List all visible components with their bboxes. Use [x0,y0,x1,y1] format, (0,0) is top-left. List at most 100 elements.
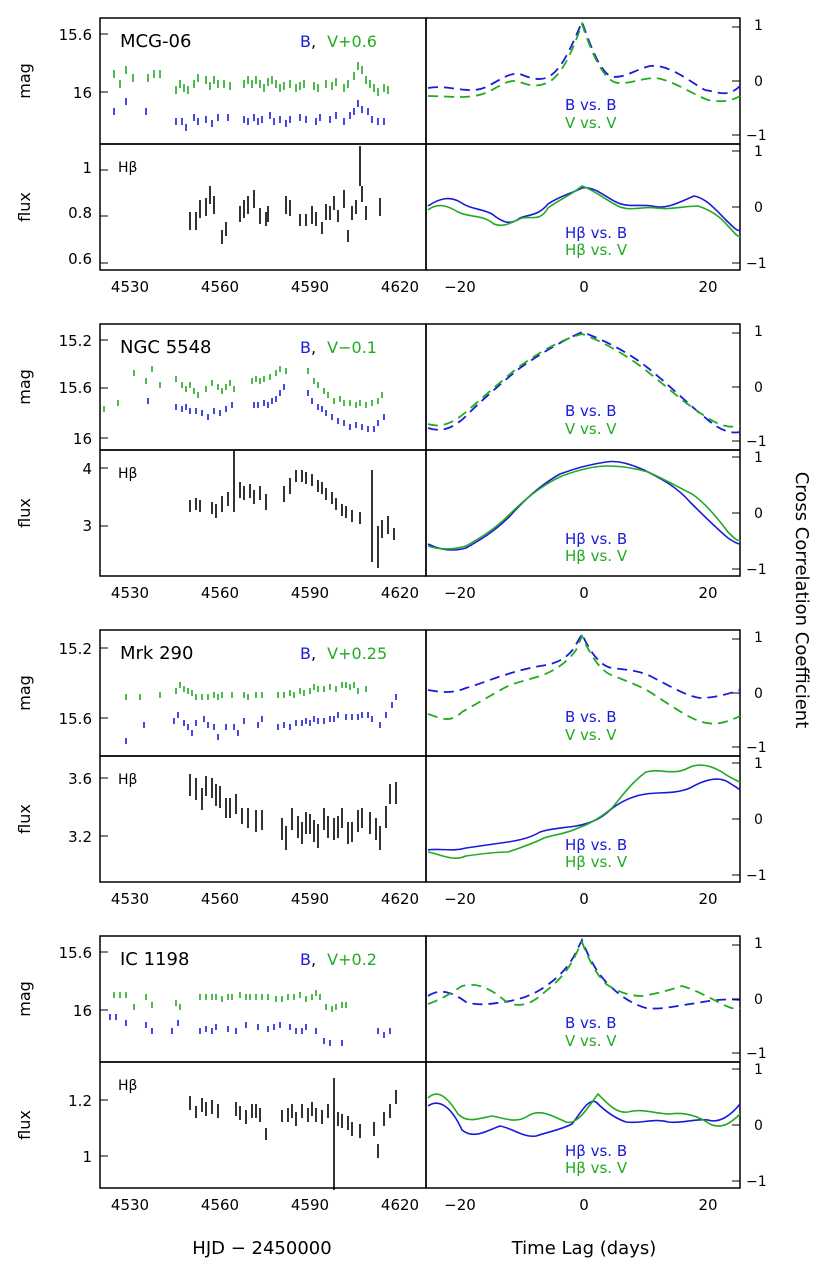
ccf-hb-b-curve [427,186,741,232]
ccf-tick-label: 0 [754,812,763,828]
v-band-points [113,62,389,96]
flux-tick-label: 1 [82,1148,92,1166]
mag-tick-label: 15.6 [59,710,92,728]
hbeta-points [189,774,397,850]
ccf-legend-hb-v: Hβ vs. V [565,547,628,565]
x-tick-label: 0 [579,278,589,296]
x-tick-label: 20 [698,278,717,296]
axis-ticks [100,332,740,570]
hbeta-points [189,450,395,568]
legend-separator: , [311,32,316,51]
ccf-legend-hb-b: Hβ vs. B [565,530,627,548]
x-tick-label: 4560 [201,278,239,296]
ccf-b-b-curve [427,331,741,434]
mag-tick-label: 15.6 [59,944,92,962]
mag-tick-label: 16 [73,430,92,448]
legend-b: B [300,644,311,663]
ccf-legend-hb-b: Hβ vs. B [565,224,627,242]
ccf-hb-v-curve [427,185,741,238]
mag-legend: B, V+0.6 [300,32,377,51]
legend-v: V+0.2 [327,950,377,969]
ccf-tick-label: 1 [754,630,763,646]
x-tick-label: −20 [444,278,476,296]
hbeta-label: Hβ [118,1078,137,1094]
ccf-v-v-curve [427,939,741,1010]
x-tick-label: −20 [444,890,476,908]
x-tick-label: 4620 [381,278,419,296]
ccf-v-v-curve [427,333,741,428]
x-tick-label: 4530 [111,890,149,908]
ccf-tick-label: 0 [754,380,763,396]
x-tick-label: 0 [579,584,589,602]
ccf-legend-vv: V vs. V [565,1032,617,1050]
panel-mrk290: Mrk 290 B, V+0.25 Hβ mag flux 15.2 15.6 … [15,629,767,884]
x-ticks-panel1: 4530 4560 4590 4620 −20 0 20 [111,278,718,296]
ccf-b-b-curve [427,19,741,95]
object-name: NGC 5548 [120,337,212,358]
ccf-hb-v-curve [427,465,741,550]
ccf-legend-bb: B vs. B [565,1014,617,1032]
ccf-hb-v-curve [427,764,741,859]
x-tick-label: −20 [444,584,476,602]
x-tick-label: 4530 [111,584,149,602]
legend-b: B [300,950,311,969]
b-band-points [147,384,385,432]
ccf-legend-hb-b: Hβ vs. B [565,836,627,854]
legend-separator: , [311,644,316,663]
flux-axis-label: flux [15,1110,34,1140]
ccf-tick-label: −1 [746,128,767,144]
flux-axis-label: flux [15,804,34,834]
x-tick-label: 4590 [291,890,329,908]
axis-ticks [100,26,740,264]
mag-legend: B, V+0.2 [300,950,377,969]
hbeta-label: Hβ [118,466,137,482]
x-axis-label-hjd: HJD − 2450000 [192,1238,331,1259]
panel-ngc5548: NGC 5548 B, V−0.1 Hβ mag flux 15.2 15.6 … [15,323,767,578]
object-name: Mrk 290 [120,643,193,664]
ccf-legend-bb: B vs. B [565,96,617,114]
v-band-points [113,990,347,1012]
x-tick-label: 4560 [201,890,239,908]
b-band-points [113,98,385,131]
ccf-legend-vv: V vs. V [565,726,617,744]
ccf-tick-label: 1 [754,936,763,952]
x-tick-label: 4530 [111,278,149,296]
flux-tick-label: 1 [82,159,92,177]
legend-b: B [300,32,311,51]
mag-legend: B, V+0.25 [300,644,387,663]
ccf-b-b-curve [427,632,741,699]
ccf-tick-label: −1 [746,562,767,578]
x-axis-label-lag: Time Lag (days) [511,1238,657,1259]
ccf-tick-label: 1 [754,1062,763,1078]
ccf-v-v-curve [427,633,741,725]
object-name: IC 1198 [120,949,189,970]
x-tick-label: −20 [444,1196,476,1214]
legend-separator: , [311,950,316,969]
flux-tick-label: 3.6 [68,770,92,788]
x-tick-label: 4560 [201,584,239,602]
x-tick-label: 20 [698,890,717,908]
x-tick-label: 4560 [201,1196,239,1214]
x-ticks-panel2: 4530 4560 4590 4620 −20 0 20 [111,584,718,602]
ccf-hb-b-curve [427,1100,741,1138]
mag-axis-label: mag [15,675,34,711]
ccf-b-b-curve [427,937,741,1010]
mag-axis-label: mag [15,981,34,1017]
mag-axis-label: mag [15,369,34,405]
y-axis-label-ccf: Cross Correlation Coefficient [791,472,812,729]
flux-axes-frame [99,1061,427,1189]
x-tick-label: 4620 [381,584,419,602]
ccf-tick-label: −1 [746,1174,767,1190]
x-tick-label: 20 [698,1196,717,1214]
mag-tick-label: 15.2 [59,640,92,658]
ccf-tick-label: −1 [746,256,767,272]
v-band-points [103,366,383,412]
ccf-tick-label: 1 [754,18,763,34]
mag-tick-label: 15.6 [59,379,92,397]
ccf-hb-v-curve [427,1092,741,1127]
x-tick-label: 4590 [291,584,329,602]
ccf-tick-label: 1 [754,324,763,340]
mag-tick-label: 15.6 [59,26,92,44]
x-tick-label: 4620 [381,1196,419,1214]
mag-legend: B, V−0.1 [300,338,377,357]
